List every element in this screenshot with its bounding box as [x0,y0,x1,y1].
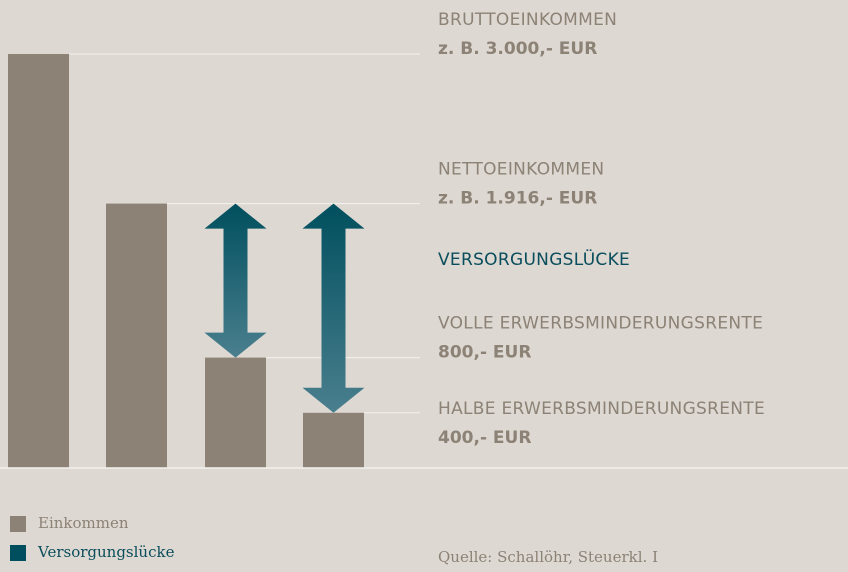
gap-annotation: VERSORGUNGSLÜCKE [438,248,630,270]
gap-arrow [204,203,267,358]
label: VOLLE ERWERBSMINDERUNGSRENTE [438,314,763,334]
label: BRUTTOEINKOMMEN [438,10,617,30]
legend-label: Versorgungslücke [37,543,175,561]
bar [205,357,266,468]
value-label: z. B. 1.916,- EUR [438,189,597,209]
source: Quelle: Schallöhr, Steuerkl. I [438,548,658,566]
value-label: 800,- EUR [438,343,531,363]
legend-swatch [10,516,26,532]
legend-label: Einkommen [38,514,129,532]
value-label: 400,- EUR [438,428,531,448]
bar [8,54,69,468]
bar [303,412,364,468]
label: HALBE ERWERBSMINDERUNGSRENTE [438,399,765,419]
label: NETTOEINKOMMEN [438,160,604,180]
gap-arrow [302,203,365,413]
bar [106,203,167,469]
legend-swatch [10,545,26,561]
value-label: z. B. 3.000,- EUR [438,39,597,59]
